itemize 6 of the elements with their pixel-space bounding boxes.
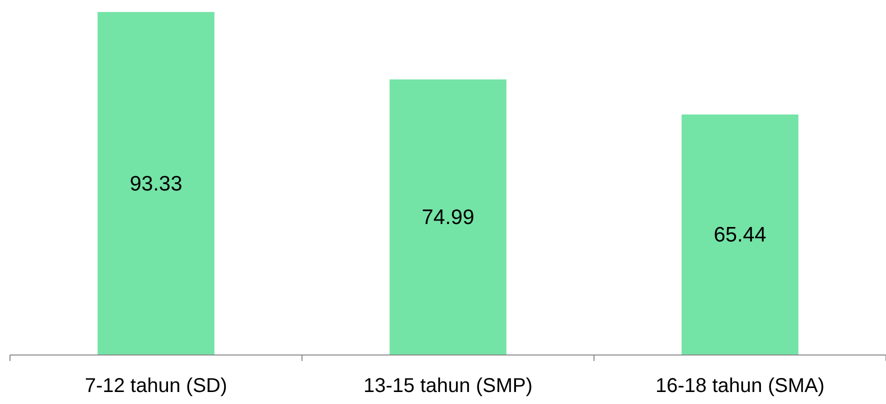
data-label: 65.44 bbox=[714, 224, 767, 247]
data-label: 93.33 bbox=[130, 172, 182, 196]
x-tick-label: 13-15 tahun (SMP) bbox=[364, 375, 532, 397]
x-tick-label: 16-18 tahun (SMA) bbox=[656, 375, 824, 397]
x-tick-label: 7-12 tahun (SD) bbox=[84, 375, 228, 397]
data-label: 74.99 bbox=[422, 206, 474, 230]
